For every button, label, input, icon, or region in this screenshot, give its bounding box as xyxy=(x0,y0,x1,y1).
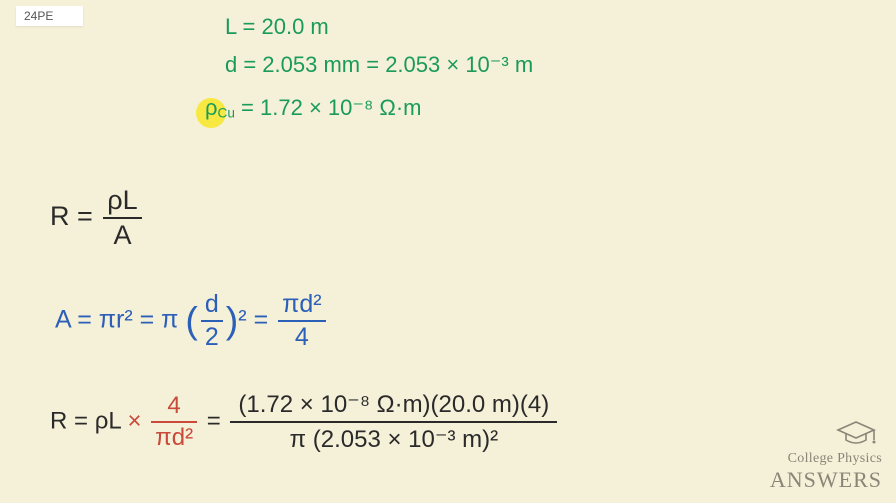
equation-A: A = πr² = π (d2)² = πd² 4 xyxy=(55,290,329,352)
graduation-cap-icon xyxy=(834,420,878,453)
final-times: × xyxy=(127,407,148,434)
rho-subscript: Cu xyxy=(218,105,235,120)
pid2-over-4: πd² 4 xyxy=(278,290,325,352)
rho-symbol: ρ xyxy=(205,95,218,120)
final-frac2-den: π (2.053 × 10⁻³ m)² xyxy=(230,423,557,454)
d-over-2: d2 xyxy=(201,290,223,352)
rho-value: = 1.72 × 10⁻⁸ Ω·m xyxy=(235,95,422,120)
given-rho: ρCu = 1.72 × 10⁻⁸ Ω·m xyxy=(205,95,421,121)
R-lhs: R = xyxy=(50,201,100,231)
final-frac2: (1.72 × 10⁻⁸ Ω·m)(20.0 m)(4) π (2.053 × … xyxy=(230,390,557,454)
d-den: 2 xyxy=(201,322,223,352)
equation-R: R = ρL A xyxy=(50,185,145,251)
logo-line2: ANSWERS xyxy=(770,467,882,493)
brand-logo: College Physics ANSWERS xyxy=(770,451,882,493)
final-lhs: R = xyxy=(50,407,95,434)
R-denominator: A xyxy=(103,219,141,251)
A-den2: 4 xyxy=(278,322,325,352)
open-paren: ( xyxy=(185,299,198,341)
final-frac1-num: 4 xyxy=(151,392,197,423)
problem-label: 24PE xyxy=(16,6,83,26)
given-L: L = 20.0 m xyxy=(225,14,329,40)
A-part1: A = πr² = π xyxy=(55,306,178,334)
R-fraction: ρL A xyxy=(103,185,141,251)
final-frac2-num: (1.72 × 10⁻⁸ Ω·m)(20.0 m)(4) xyxy=(230,390,557,423)
R-numerator: ρL xyxy=(103,185,141,219)
logo-line1: College Physics xyxy=(770,451,882,467)
close-paren: ) xyxy=(226,299,239,341)
A-part2: ² = xyxy=(238,306,275,334)
final-pL: ρL xyxy=(95,407,121,434)
d-num: d xyxy=(201,290,223,322)
final-frac1: 4 πd² xyxy=(151,392,197,452)
equation-final: R = ρL × 4 πd² = (1.72 × 10⁻⁸ Ω·m)(20.0 … xyxy=(50,390,560,454)
given-d: d = 2.053 mm = 2.053 × 10⁻³ m xyxy=(225,52,533,78)
final-frac1-den: πd² xyxy=(151,423,197,452)
final-eq: = xyxy=(207,407,228,434)
A-num2: πd² xyxy=(278,290,325,322)
